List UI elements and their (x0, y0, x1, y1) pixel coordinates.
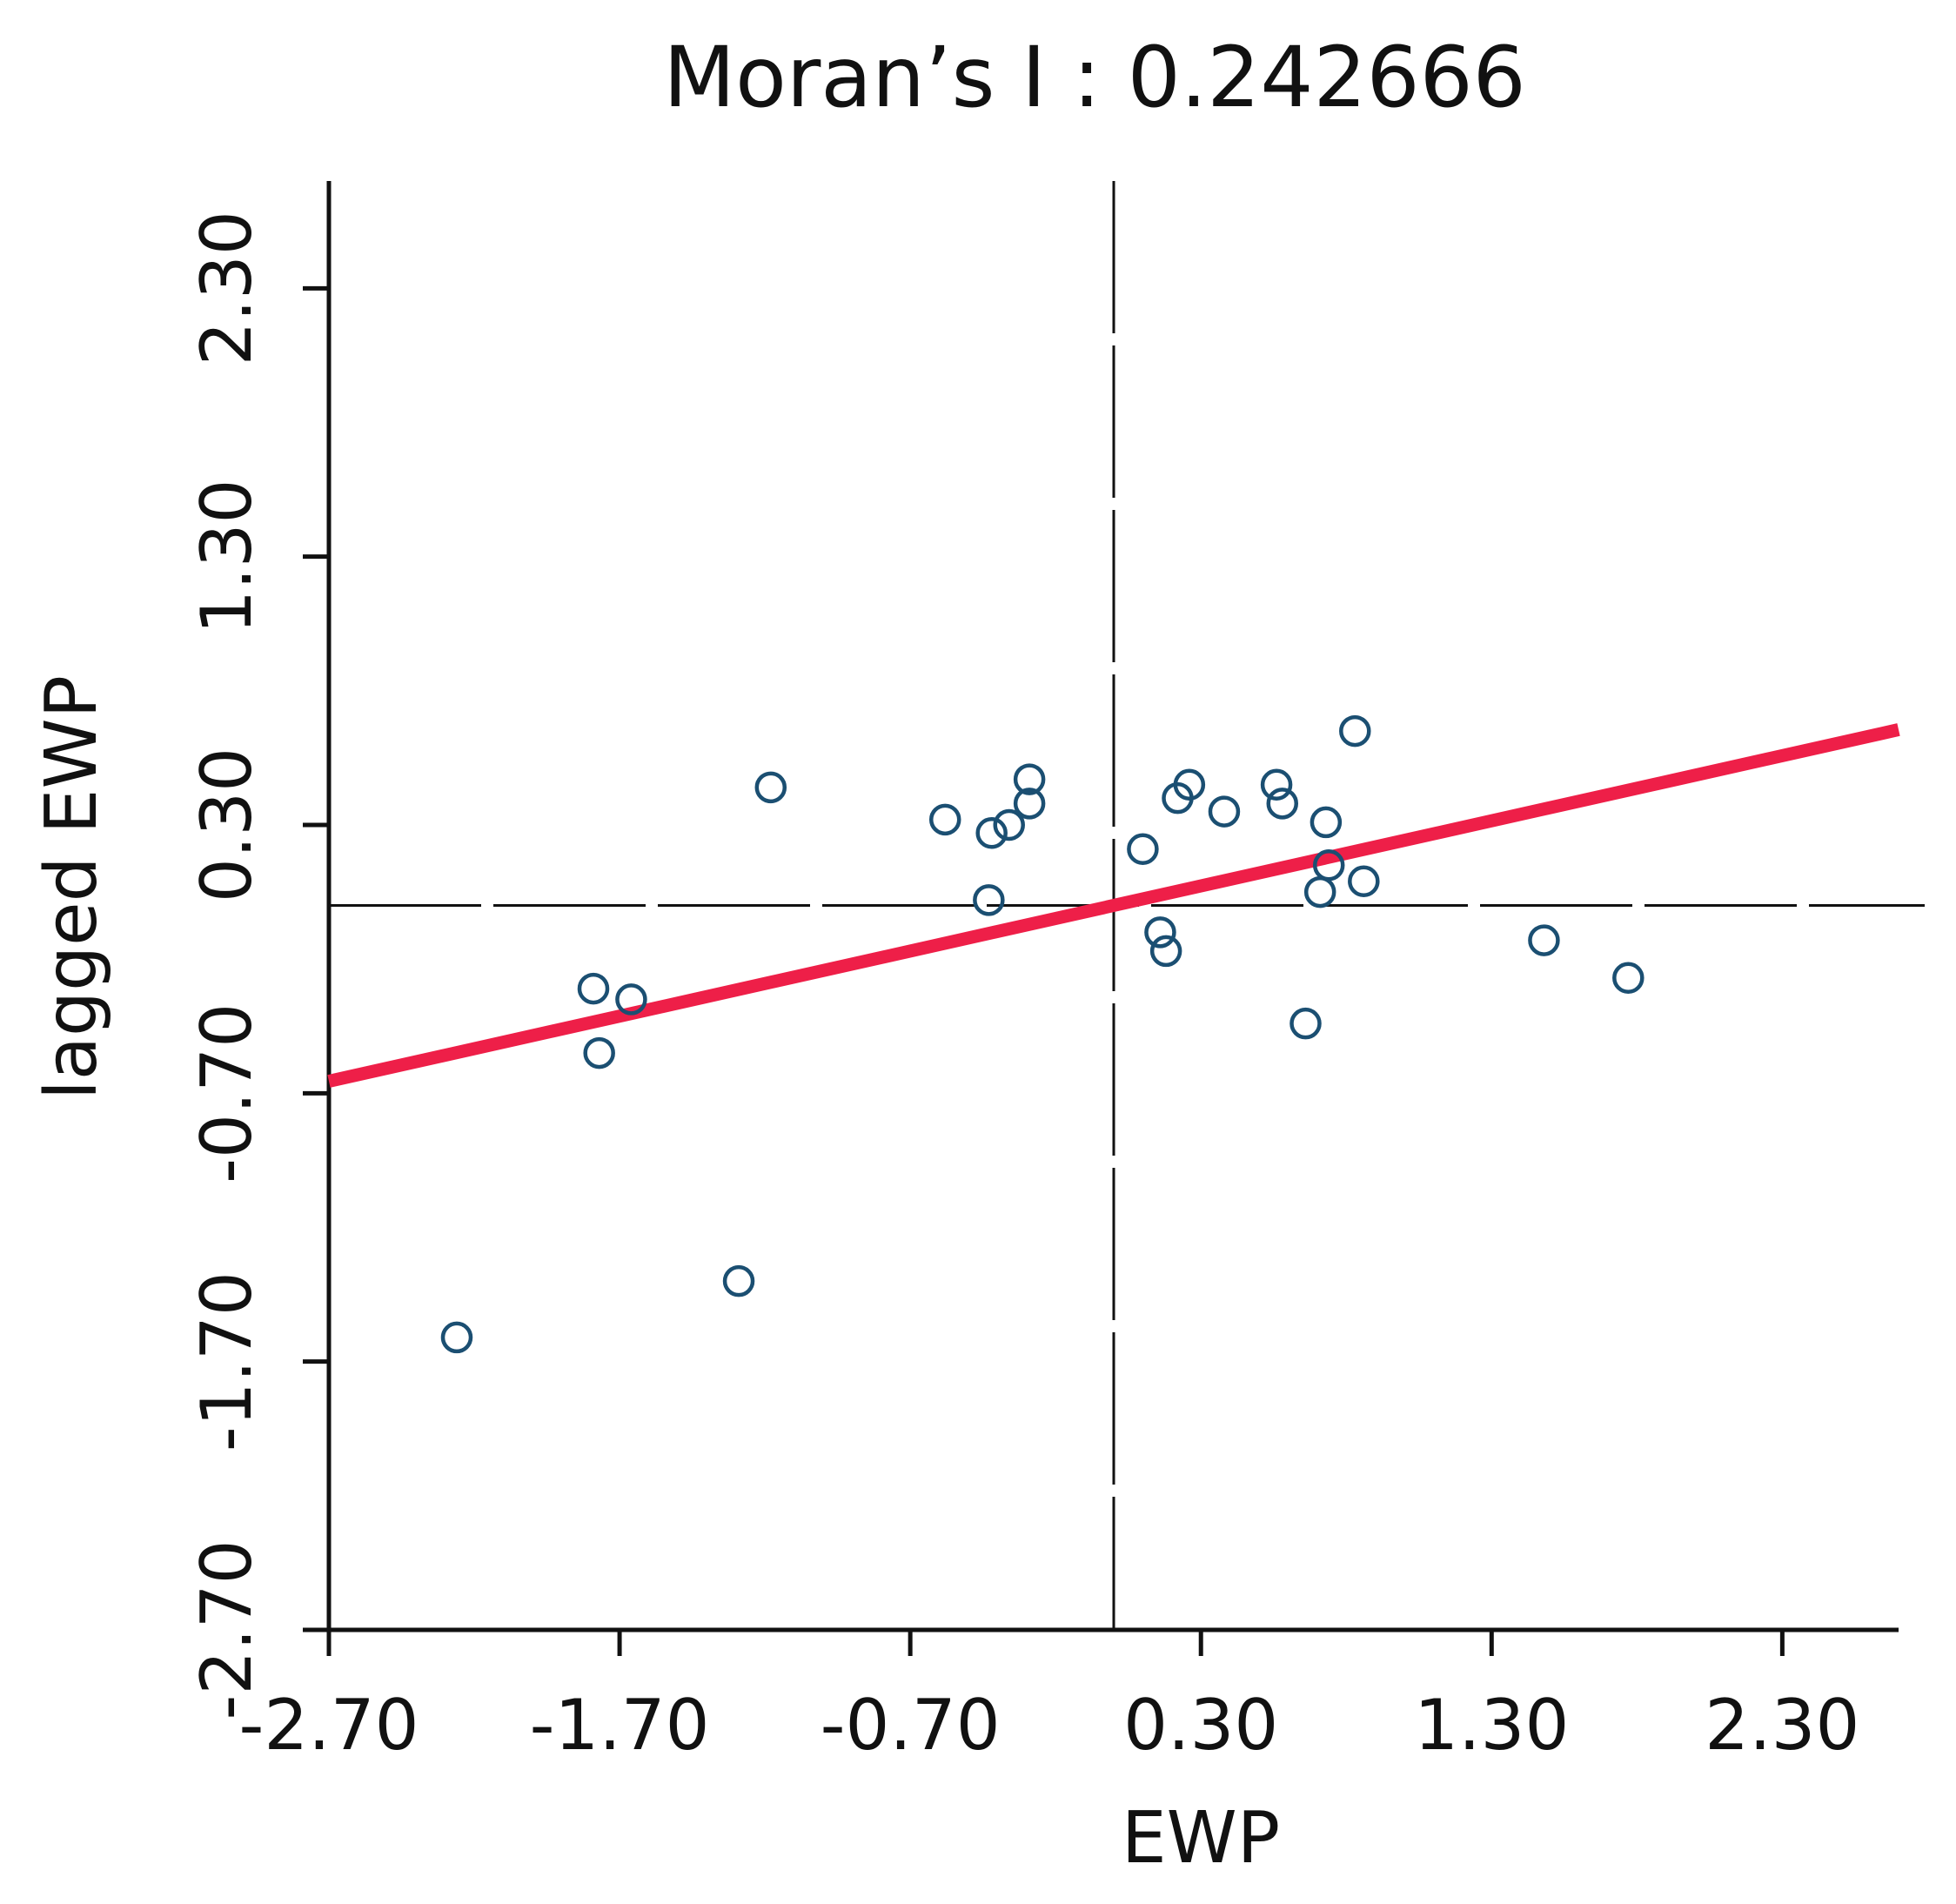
x-tick-label: 1.30 (1414, 1685, 1569, 1766)
data-point (1149, 935, 1182, 968)
data-point (1289, 1007, 1322, 1040)
y-tick-label: 1.30 (186, 479, 267, 634)
data-point (1013, 788, 1046, 820)
data-point (975, 817, 1008, 849)
data-point (1303, 875, 1336, 908)
x-axis-label: EWP (1122, 1797, 1280, 1880)
data-point (1339, 714, 1371, 748)
y-tick-label: -2.70 (186, 1540, 267, 1720)
data-point (1173, 768, 1206, 801)
data-point (754, 771, 787, 804)
data-point (577, 972, 610, 1005)
data-point (615, 983, 647, 1016)
plot-area (326, 181, 1925, 1632)
y-axis-ticks: -2.70 -1.70 -0.70 0.30 1.30 2.30 (186, 211, 329, 1720)
data-point (1013, 763, 1046, 795)
y-tick-label: 2.30 (186, 211, 267, 365)
chart-title: Moran’s I : 0.242666 (663, 29, 1526, 126)
x-tick-label: -0.70 (821, 1685, 1001, 1766)
data-point (928, 803, 961, 836)
data-point (1127, 833, 1159, 865)
data-point (440, 1321, 473, 1354)
data-point (1144, 916, 1176, 949)
data-point (1348, 865, 1380, 897)
data-point (1266, 788, 1299, 820)
x-tick-label: 2.30 (1705, 1685, 1859, 1766)
y-tick-label: -1.70 (186, 1271, 267, 1451)
x-tick-label: -2.70 (239, 1685, 419, 1766)
x-tick-label: 0.30 (1123, 1685, 1278, 1766)
x-tick-label: -1.70 (530, 1685, 710, 1766)
data-point (1310, 806, 1343, 839)
data-point (1260, 768, 1293, 801)
x-axis-ticks: -2.70 -1.70 -0.70 0.30 1.30 2.30 (239, 1630, 1859, 1766)
y-tick-label: -0.70 (186, 1003, 267, 1183)
data-point (1612, 962, 1645, 994)
data-point (973, 884, 1005, 916)
data-point (583, 1036, 615, 1069)
y-axis-label: lagged EWP (30, 675, 113, 1100)
regression-line (327, 723, 1900, 1088)
data-point (1208, 795, 1241, 828)
data-point (722, 1264, 755, 1297)
data-point (1528, 924, 1560, 956)
data-point (993, 808, 1025, 841)
y-tick-label: 0.30 (186, 748, 267, 902)
